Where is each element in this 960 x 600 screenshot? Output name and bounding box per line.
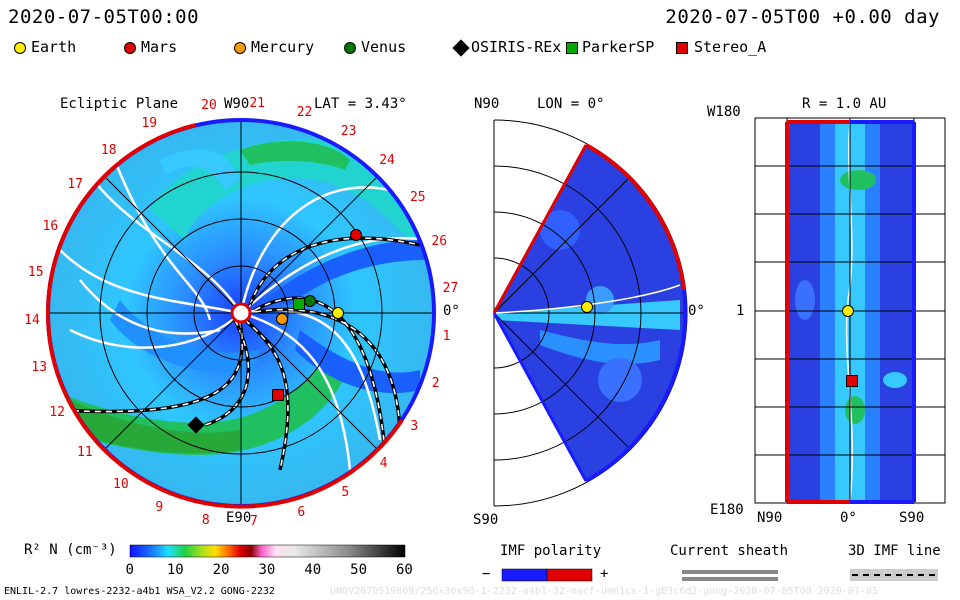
carrington-label: 13: [31, 360, 48, 376]
carrington-label: 26: [431, 233, 448, 249]
colorbar-tick: 0: [125, 562, 134, 578]
parkersp-marker: [293, 297, 306, 310]
legend-mars: Mars: [141, 38, 178, 56]
carrington-label: 11: [77, 444, 93, 460]
earth-marker-icon: [14, 42, 26, 54]
carrington-label: 18: [100, 142, 117, 158]
latlon-title: R = 1.0 AU: [802, 96, 887, 112]
carrington-label: 15: [27, 264, 44, 280]
sun-icon: [230, 302, 252, 324]
meridional-panel: [492, 119, 688, 507]
stereo-a-marker-icon: [676, 42, 688, 54]
legend-earth: Earth: [31, 38, 77, 56]
earth-marker: [841, 305, 854, 317]
meridional-top-label: N90: [474, 96, 500, 112]
legend-venus: Venus: [361, 38, 407, 56]
carrington-label: 7: [250, 514, 258, 530]
carrington-label: 22: [296, 104, 313, 120]
carrington-label: 23: [340, 124, 357, 140]
colorbar-tick: 20: [212, 562, 230, 578]
carrington-label: 17: [67, 177, 83, 193]
parkersp-marker-icon: [566, 42, 578, 54]
legend-parkersp: ParkerSP: [582, 38, 655, 56]
carrington-label: 9: [155, 499, 164, 515]
carrington-label: 24: [379, 153, 395, 169]
mars-marker: [349, 229, 362, 242]
imf-polarity-plus: +: [600, 566, 609, 582]
imf-polarity-minus: −: [482, 566, 491, 582]
carrington-label: 5: [341, 485, 350, 501]
colorbar-label: R² N (cm⁻³): [24, 542, 117, 558]
carrington-label: 4: [379, 456, 388, 472]
meridional-right-label: 0°: [688, 303, 705, 319]
carrington-label: 25: [409, 190, 426, 206]
colorbar-tick: 10: [166, 562, 184, 578]
date-left: 2020-07-05T00:00: [8, 6, 200, 28]
carrington-label: 16: [42, 218, 59, 234]
carrington-label: 8: [201, 512, 210, 528]
carrington-label: 27: [442, 280, 459, 296]
meridional-title: LON = 0°: [537, 96, 605, 112]
mercury-marker: [276, 312, 289, 325]
latlon-x-label-0: 0°: [840, 510, 857, 526]
carrington-label: 21: [249, 95, 265, 111]
colorbar-tick: 50: [350, 562, 368, 578]
venus-marker: [303, 294, 316, 307]
carrington-label: 3: [410, 418, 419, 434]
colorbar-tick: 30: [258, 562, 276, 578]
carrington-label: 14: [24, 312, 40, 328]
colorbar-tick: 60: [396, 562, 413, 578]
latlon-x-label-n90: N90: [757, 510, 783, 526]
legend-osiris-rex: OSIRIS-REx: [471, 38, 562, 56]
earth-marker: [580, 301, 593, 314]
imf-3d-line-swatch: [850, 569, 938, 581]
legend-stereo-a: Stereo_A: [694, 38, 767, 56]
latlon-bottom-label: E180: [710, 502, 744, 518]
ecliptic-top-label: W90: [224, 96, 250, 112]
footer-model-info: ENLIL-2.7 lowres-2232-a4b1 WSA_V2.2 GONG…: [4, 586, 275, 597]
carrington-label: 19: [141, 116, 158, 132]
ecliptic-title: Ecliptic Plane: [60, 96, 179, 112]
carrington-label: 2: [431, 375, 440, 391]
imf-polarity-bar: [501, 568, 593, 582]
carrington-label: 1: [442, 328, 451, 344]
latlon-top-label: W180: [707, 104, 741, 120]
latlon-mid-label: 1: [736, 303, 745, 319]
ecliptic-latitude: LAT = 3.43°: [314, 96, 407, 112]
stereo-a-marker: [846, 374, 859, 387]
earth-marker: [332, 307, 344, 319]
legend-mercury: Mercury: [251, 38, 315, 56]
imf-3d-lines: [59, 237, 421, 471]
carrington-label: 20: [201, 97, 217, 113]
carrington-label: 10: [113, 476, 129, 492]
latlon-x-label-s90: S90: [899, 510, 925, 526]
current-sheath-title: Current sheath: [670, 543, 789, 559]
meridional-bottom-label: S90: [473, 512, 499, 528]
venus-marker-icon: [344, 42, 356, 54]
current-sheath-swatch: [682, 570, 778, 581]
imf-3d-line-title: 3D IMF line: [848, 543, 941, 559]
date-right: 2020-07-05T00 +0.00 day: [665, 6, 940, 28]
carrington-label: 12: [49, 405, 66, 421]
mars-marker-icon: [124, 42, 136, 54]
density-colorbar: [129, 544, 406, 558]
mercury-marker-icon: [234, 42, 246, 54]
carrington-label: 6: [297, 505, 306, 521]
imf-polarity-title: IMF polarity: [500, 543, 602, 559]
ecliptic-plane-panel: [45, 118, 436, 509]
ecliptic-right-label: 0°: [443, 303, 460, 319]
stereo-a-marker: [271, 389, 284, 402]
footer-run-id: UNOV2070519809/256x30x90-1-2232-a4b1-32-…: [330, 586, 878, 597]
colorbar-tick: 40: [304, 562, 322, 578]
ecliptic-bottom-label: E90: [226, 510, 252, 526]
